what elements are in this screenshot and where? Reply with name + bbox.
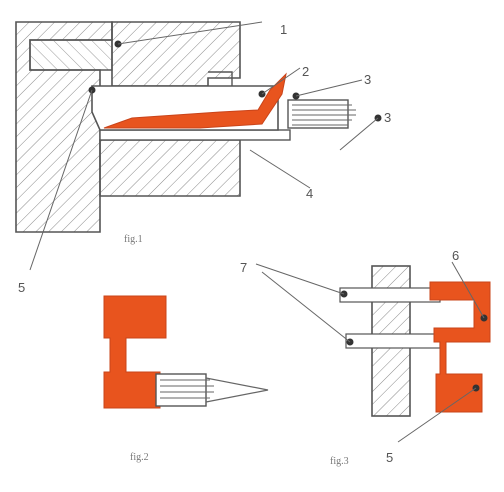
fig2-orange-part (103, 295, 167, 409)
fig3-leader-7a (255, 263, 345, 295)
fig1-callout-1: 1 (280, 22, 287, 37)
fig2-part: fig.2 (103, 295, 269, 463)
fig3-caption: fig.3 (330, 456, 349, 467)
fig1-insert-pin (287, 99, 356, 129)
fig1-lower-block (99, 139, 241, 197)
fig1-caption: fig.1 (124, 234, 143, 245)
fig1-leader-4 (249, 149, 311, 189)
fig3-leader-6 (451, 261, 485, 319)
fig1-callout-2: 2 (302, 64, 309, 79)
fig1-leader-3 (295, 79, 363, 97)
fig1-mould-section: 1 2 3 3 4 5 fig.1 (15, 21, 391, 295)
fig1-lower-plate (99, 129, 291, 141)
fig3-leader-5 (397, 387, 477, 443)
fig1-bracket (208, 71, 233, 86)
fig1-callout-3: 3 (364, 72, 371, 87)
fig3-callout-6: 6 (452, 248, 459, 263)
fig2-caption: fig.2 (130, 452, 149, 463)
fig1-leader-1 (117, 21, 263, 45)
fig1-leader-2 (261, 67, 301, 95)
fig1-callout-4: 4 (306, 186, 313, 201)
fig1-callout-3b: 3 (384, 110, 391, 125)
fig3-callout-5: 5 (386, 450, 393, 465)
fig3-pin-lower (345, 333, 441, 349)
fig3-leader-7b (261, 271, 351, 343)
fig1-leader-5 (29, 89, 93, 271)
fig1-top-channel (29, 39, 113, 71)
fig3-assembly: 7 6 5 fig.3 (240, 248, 491, 467)
fig1-leader-3b (339, 117, 379, 151)
fig1-upper-block (111, 21, 241, 87)
fig3-pin-upper (339, 287, 441, 303)
fig3-orange-clip (429, 281, 491, 413)
fig1-callout-5: 5 (18, 280, 25, 295)
fig3-callout-7: 7 (240, 260, 247, 275)
fig2-threaded-insert (155, 373, 269, 407)
fig1-molded-part (103, 72, 287, 129)
